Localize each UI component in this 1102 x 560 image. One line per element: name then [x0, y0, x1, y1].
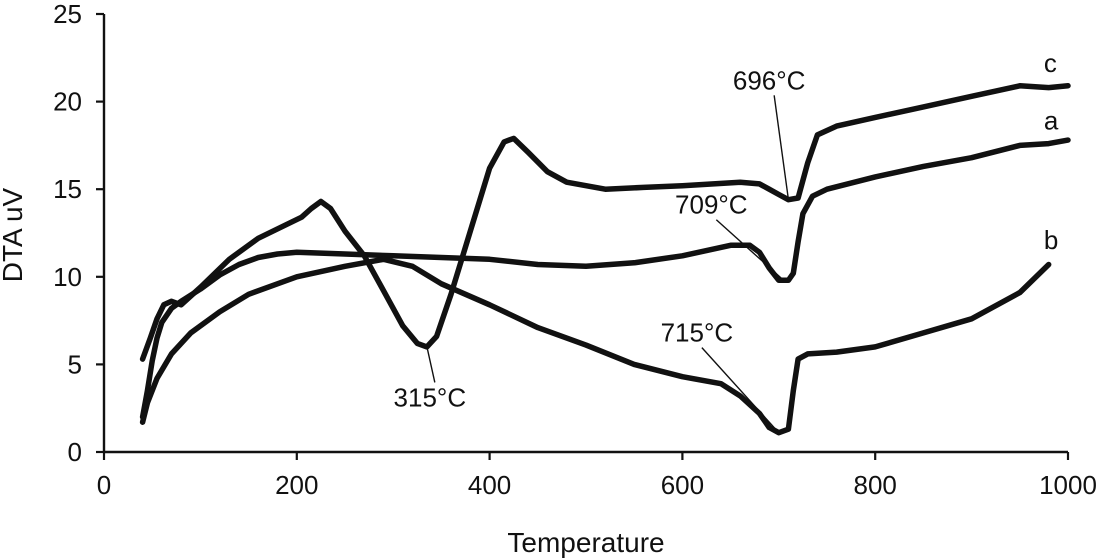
y-axis-title: DTA uV: [0, 187, 28, 282]
annotations: 696°C 709°C 715°C 315°C ca b: [394, 48, 1059, 434]
peak-annotation: 709°C: [675, 190, 748, 220]
series-lines: [139, 83, 1071, 436]
peak-annotation: 715°C: [661, 318, 734, 348]
x-tick-label: 1000: [1039, 470, 1097, 500]
annotation-leader: [715, 219, 785, 281]
annotation-leader: [426, 346, 436, 383]
x-axis-title: Temperature: [507, 527, 664, 558]
annotation-leader: [701, 347, 780, 434]
peak-annotation: 696°C: [733, 65, 806, 95]
series-c-line: [139, 83, 1071, 362]
y-tick-label: 0: [68, 437, 82, 467]
y-tick-label: 5: [68, 349, 82, 379]
peak-annotation: 315°C: [394, 382, 467, 412]
series-b-line: [139, 256, 1052, 436]
y-tick-label: 10: [53, 262, 82, 292]
y-tick-label: 25: [53, 0, 82, 29]
series-a-line: [139, 137, 1071, 420]
x-tick-label: 0: [97, 470, 111, 500]
axes: 0 200 400 600 800 1000 0 5 10 15 20 25: [53, 0, 1097, 500]
x-tick-label: 800: [854, 470, 897, 500]
series-label-c: c: [1044, 48, 1057, 78]
series-label-a: a: [1044, 106, 1059, 136]
annotation-leader: [773, 95, 790, 200]
y-tick-label: 20: [53, 87, 82, 117]
x-tick-label: 200: [275, 470, 318, 500]
x-tick-label: 600: [661, 470, 704, 500]
x-tick-label: 400: [468, 470, 511, 500]
y-tick-label: 15: [53, 174, 82, 204]
series-label-b: b: [1044, 225, 1058, 255]
